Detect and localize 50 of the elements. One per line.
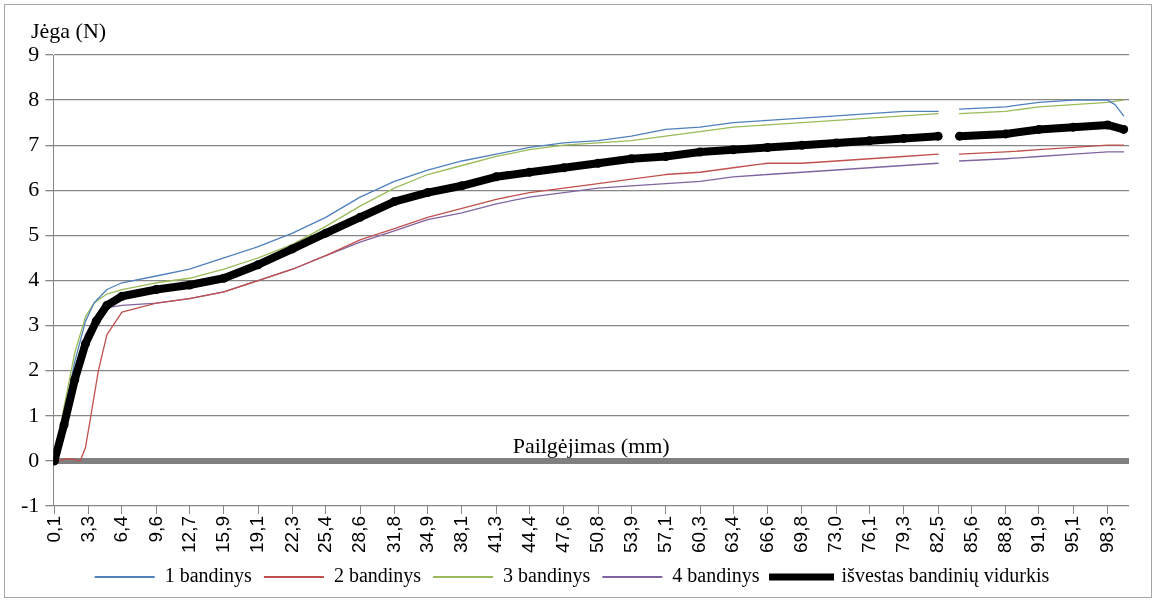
x-tick-label: 69,8 — [790, 516, 812, 553]
legend-label: 2 bandinys — [333, 564, 422, 588]
y-tick-label: 7 — [28, 130, 40, 156]
x-tick-label: 47,6 — [552, 516, 574, 553]
y-tick-label: -1 — [21, 491, 40, 517]
x-tick-label: 31,8 — [382, 516, 404, 553]
x-tick-label: 60,3 — [688, 516, 710, 553]
x-tick-label: 3,3 — [76, 516, 98, 543]
y-tick-label: 0 — [28, 446, 40, 472]
y-tick-label: 1 — [28, 401, 40, 427]
x-tick-label: 50,8 — [586, 516, 608, 553]
x-tick-label: 19,1 — [246, 516, 268, 553]
x-tick-label: 0,1 — [42, 516, 64, 543]
y-tick-label: 4 — [28, 266, 40, 292]
x-tick-label: 82,5 — [926, 516, 948, 553]
y-tick-label: 9 — [28, 40, 40, 66]
x-tick-label: 66,6 — [755, 516, 777, 553]
x-tick-label: 63,4 — [721, 515, 743, 553]
x-tick-label: 85,6 — [959, 516, 981, 553]
x-tick-label: 73,0 — [824, 516, 846, 553]
y-tick-label: 5 — [28, 221, 40, 247]
x-tick-label: 25,4 — [313, 515, 335, 553]
x-tick-label: 79,3 — [892, 516, 914, 553]
x-tick-label: 88,8 — [993, 516, 1015, 553]
y-tick-label: 2 — [28, 356, 40, 382]
y-tick-label: 3 — [28, 311, 40, 337]
x-tick-label: 91,9 — [1027, 516, 1049, 553]
x-tick-label: 15,9 — [212, 516, 234, 553]
x-tick-label: 12,7 — [177, 516, 199, 553]
x-tick-label: 98,3 — [1095, 516, 1117, 553]
x-tick-label: 57,1 — [653, 516, 675, 553]
x-tick-label: 28,6 — [348, 516, 370, 553]
y-tick-label: 6 — [28, 176, 40, 202]
x-tick-label: 76,1 — [857, 516, 879, 553]
legend-label: 1 bandinys — [164, 564, 253, 588]
x-tick-label: 22,3 — [280, 516, 302, 553]
y-axis-title: Jėga (N) — [31, 17, 107, 43]
y-tick-label: 8 — [28, 85, 40, 111]
x-tick-label: 44,4 — [517, 515, 539, 553]
x-tick-label: 9,6 — [144, 516, 166, 543]
legend-label: 4 bandinys — [672, 564, 760, 588]
legend-label: 3 bandinys — [503, 564, 591, 588]
legend-label: išvestas bandinių vidurkis — [841, 564, 1050, 588]
x-tick-label: 41,3 — [484, 516, 506, 553]
x-tick-label: 53,9 — [619, 516, 641, 553]
x-tick-label: 95,1 — [1061, 516, 1083, 553]
x-tick-label: 34,9 — [415, 516, 437, 553]
x-tick-label: 38,1 — [450, 516, 472, 553]
x-axis-title: Pailgėjimas (mm) — [512, 432, 670, 458]
x-tick-label: 6,4 — [110, 515, 132, 543]
